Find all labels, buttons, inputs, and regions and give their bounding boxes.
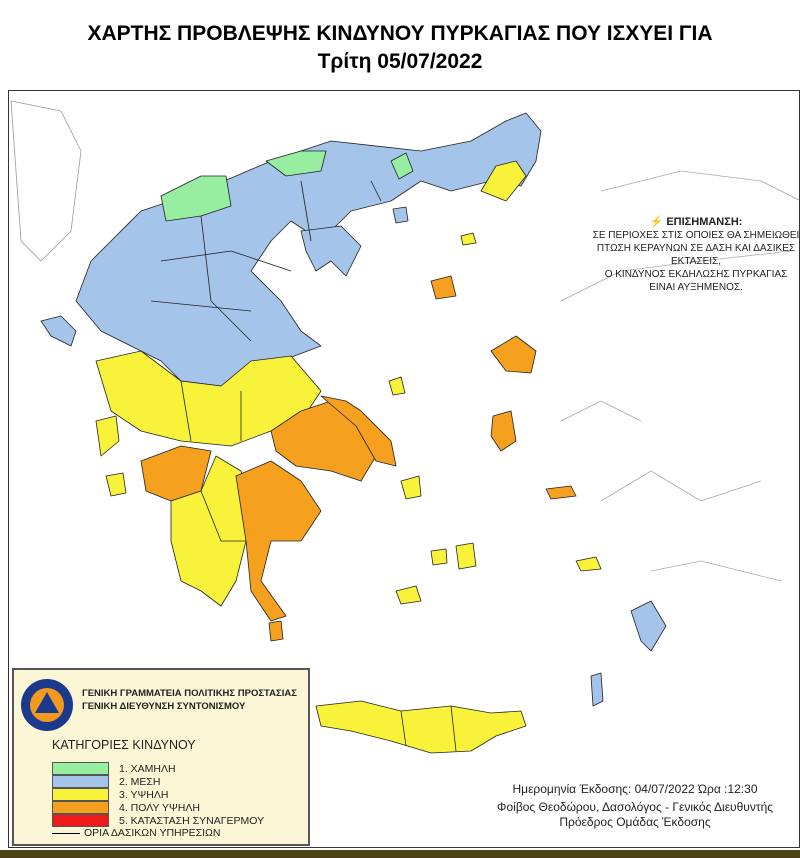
turkey-coastline (560, 170, 799, 582)
legend-item-high: 3. ΥΨΗΛΗ (52, 788, 168, 801)
issue-author: Φοίβος Θεοδώρου, Δασολόγος - Γενικός Διε… (496, 800, 774, 814)
island-samos (545, 485, 577, 500)
region-high-evros (480, 160, 527, 202)
legend-item-medium: 2. ΜΕΣΗ (52, 775, 161, 788)
legend-title: ΚΑΤΗΓΟΡΙΕΣ ΚΙΝΔΥΝΟΥ (52, 738, 196, 752)
region-very-high-evia (320, 395, 397, 467)
island-chios (490, 410, 517, 452)
neighbour-coastline (10, 100, 82, 262)
legend-item-very-high: 4. ΠΟΛΥ ΥΨΗΛΗ (52, 801, 200, 814)
map-title: ΧΑΡΤΗΣ ΠΡΟΒΛΕΨΗΣ ΚΙΝΔΥΝΟΥ ΠΥΡΚΑΓΙΑΣ ΠΟΥ … (87, 22, 713, 45)
region-low-3 (390, 152, 414, 180)
island-skyros (388, 376, 406, 396)
legend-swatch (52, 762, 109, 775)
legend-panel: ΓΕΝΙΚΗ ΓΡΑΜΜΑΤΕΙΑ ΠΟΛΙΤΙΚΗΣ ΠΡΟΣΤΑΣΙΑΣ Γ… (12, 668, 310, 846)
forestry-boundaries (150, 180, 457, 752)
island-corfu (40, 315, 77, 347)
region-low-2 (265, 150, 327, 177)
issue-info: Ημερομηνία Έκδοσης: 04/07/2022 Ώρα :12:3… (470, 780, 800, 831)
island-limnos (430, 275, 457, 300)
legend-swatch (52, 788, 109, 801)
island-lesvos (490, 335, 537, 374)
island-naxos (455, 542, 477, 570)
issue-role: Πρόεδρος Ομάδας Έκδοσης (559, 815, 711, 829)
region-very-high-pelop-east (235, 460, 322, 622)
notice-heading: ΕΠΙΣΗΜΑΝΣΗ: (666, 216, 743, 228)
org-line-1: ΓΕΝΙΚΗ ΓΡΑΜΜΑΤΕΙΑ ΠΟΛΙΤΙΚΗΣ ΠΡΟΣΤΑΣΙΑΣ (82, 688, 297, 699)
notice-line: Ο ΚΙΝΔΥΝΟΣ ΕΚΔΗΛΩΣΗΣ ΠΥΡΚΑΓΙΑΣ ΕΙΝΑΙ ΑΥΞ… (604, 269, 788, 293)
lightning-icon: ⚡ (649, 216, 664, 228)
legend-swatch (52, 814, 109, 827)
island-kos (575, 556, 602, 572)
island-kythira (268, 620, 284, 642)
region-high-central (95, 350, 322, 447)
legend-item-alarm: 5. ΚΑΤΑΣΤΑΣΗ ΣΥΝΑΓΕΡΜΟΥ (52, 814, 264, 827)
legend-swatch (52, 775, 109, 788)
issue-date: Ημερομηνία Έκδοσης: 04/07/2022 Ώρα :12:3… (512, 782, 758, 796)
chalkidiki (300, 225, 362, 277)
island-paros (430, 548, 448, 566)
civil-protection-logo (21, 679, 73, 731)
island-milos (395, 585, 422, 605)
island-rhodes (630, 600, 667, 652)
lightning-notice: ⚡ ΕΠΙΣΗΜΑΝΣΗ: ΣΕ ΠΕΡΙΟΧΕΣ ΣΤΙΣ ΟΠΟΙΕΣ ΘΑ… (591, 216, 800, 294)
island-kefalonia (95, 415, 120, 457)
island-karpathos (590, 672, 604, 707)
org-line-2: ΓΕΝΙΚΗ ΔΙΕΥΘΥΝΣΗ ΣΥΝΤΟΝΙΣΜΟΥ (82, 701, 246, 712)
region-high-pelop (170, 455, 252, 607)
fire-risk-map (10, 100, 799, 754)
island-samothraki (460, 232, 477, 246)
legend-swatch (52, 801, 109, 814)
island-thasos (392, 206, 409, 224)
island-crete (315, 700, 527, 754)
legend-item-low: 1. ΧΑΜΗΛΗ (52, 762, 176, 775)
island-andros (400, 475, 422, 500)
notice-line: ΠΤΩΣΗ ΚΕΡΑΥΝΩΝ ΣΕ ΔΑΣΗ ΚΑΙ ΔΑΣΙΚΕΣ ΕΚΤΑΣ… (596, 243, 796, 267)
notice-line: ΣΕ ΠΕΡΙΟΧΕΣ ΣΤΙΣ ΟΠΟΙΕΣ ΘΑ ΣΗΜΕΙΩΘΕΙ (592, 230, 800, 241)
legend-boundary: ΟΡΙΑ ΔΑΣΙΚΩΝ ΥΠΗΡΕΣΙΩΝ (52, 827, 220, 839)
bottom-strip (0, 850, 800, 858)
map-date: Τρίτη 05/07/2022 (317, 50, 483, 73)
island-zakynthos (105, 472, 127, 497)
region-low-1 (160, 175, 232, 222)
